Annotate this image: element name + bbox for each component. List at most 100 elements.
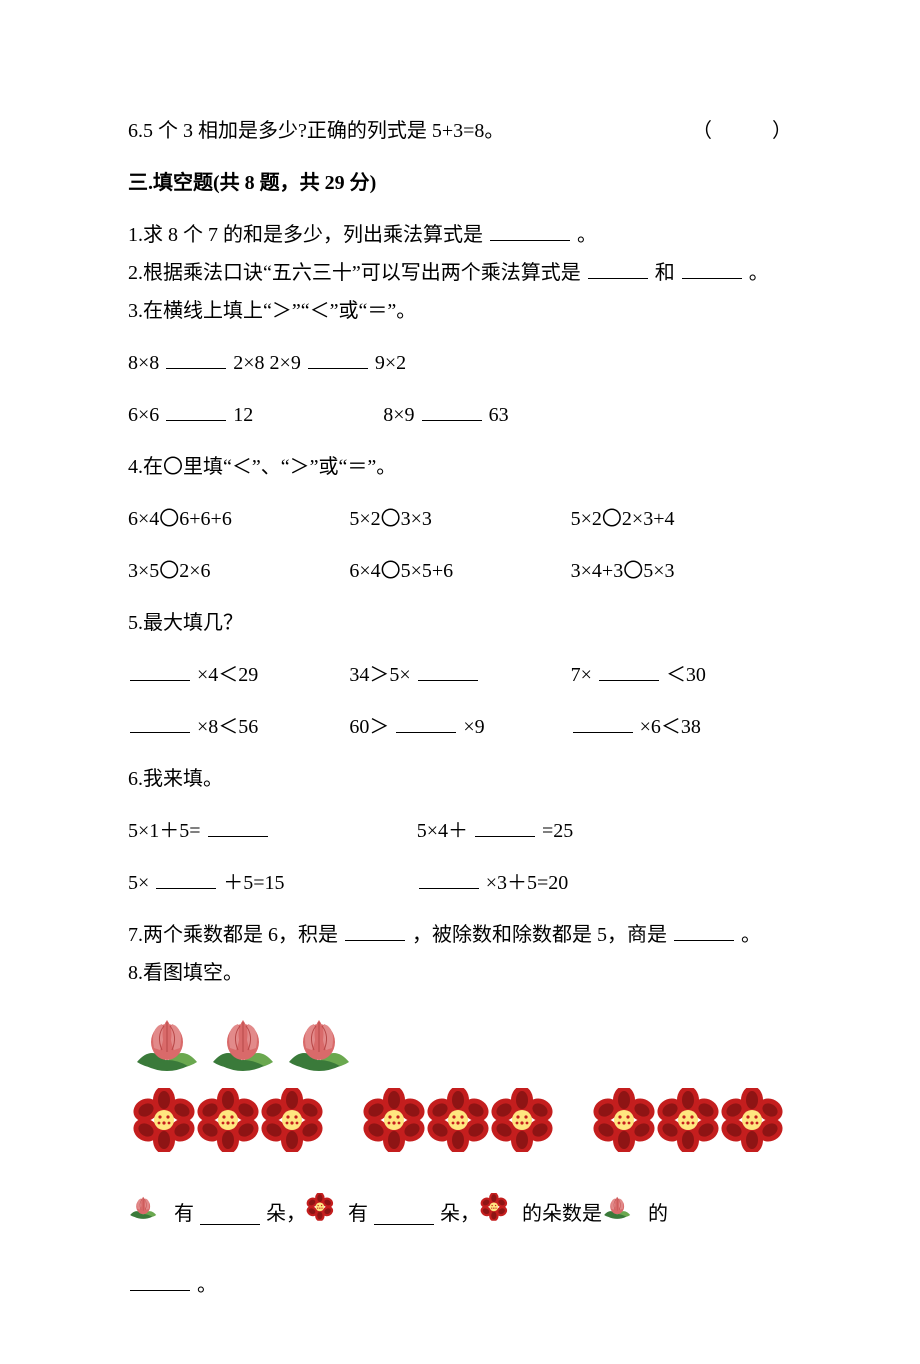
q6r1c1-text: 5×1＋5=	[128, 820, 201, 842]
q4r2c2: 6×4〇5×5+6	[349, 552, 570, 590]
redflower-icon	[592, 1088, 656, 1152]
q5r1c3-pre: 7×	[571, 664, 592, 686]
q7-b: ，被除数和除数都是 5，商是	[412, 924, 667, 946]
fill-q3: 3.在横线上填上“＞”“＜”或“＝”。	[128, 292, 792, 330]
fill-q1: 1.求 8 个 7 的和是多少，列出乘法算式是 。	[128, 216, 792, 254]
redflower-icon	[260, 1088, 324, 1152]
q8-blank3[interactable]	[130, 1270, 190, 1291]
q4r1c1: 6×4〇6+6+6	[128, 500, 349, 538]
q7-blank2[interactable]	[674, 920, 734, 941]
lotus-icon	[128, 1194, 174, 1234]
q6r2c1-post: ＋5=15	[223, 872, 284, 894]
q8-end: 。	[197, 1274, 217, 1296]
lotus-icon	[284, 1014, 354, 1074]
redflower-icon	[480, 1193, 522, 1235]
q6r1c2-blank[interactable]	[475, 816, 535, 837]
q5r1c1: ×4＜29	[128, 656, 349, 694]
q6r1c2-pre: 5×4＋	[417, 820, 468, 842]
q6r2c1: 5× ＋5=15	[128, 864, 417, 902]
q3r1-c: 9×2	[375, 352, 406, 374]
q3r2-a: 6×6	[128, 404, 159, 426]
redflower-groups	[132, 1088, 792, 1152]
fill-q4-row1: 6×4〇6+6+6 5×2〇3×3 5×2〇2×3+4	[128, 500, 792, 538]
q4r2c1: 3×5〇2×6	[128, 552, 349, 590]
q3r2-d: 63	[489, 404, 509, 426]
fill-q2-mid: 和	[655, 262, 675, 284]
q5r2c2: 60＞ ×9	[349, 708, 570, 746]
redflower-icon	[426, 1088, 490, 1152]
q5r2c3: ×6＜38	[571, 708, 792, 746]
q5r2c3-blank[interactable]	[573, 712, 633, 733]
q5r1c2-pre: 34＞5×	[349, 664, 410, 686]
q4r1c3: 5×2〇2×3+4	[571, 500, 792, 538]
q8-duo2: 朵，	[440, 1192, 480, 1236]
q8-blank1[interactable]	[200, 1204, 260, 1225]
q5r1c3-blank[interactable]	[599, 660, 659, 681]
redflower-icon	[362, 1088, 426, 1152]
q5r2c2-post: ×9	[463, 716, 484, 738]
fill-q1-blank[interactable]	[490, 220, 570, 241]
q3r2-c: 8×9	[383, 404, 414, 426]
lotus-icon	[602, 1194, 648, 1234]
q6r1c1-blank[interactable]	[208, 816, 268, 837]
judge-q6-text: 6.5 个 3 相加是多少?正确的列式是 5+3=8。	[128, 112, 504, 150]
fill-q5-row2: ×8＜56 60＞ ×9 ×6＜38	[128, 708, 792, 746]
q5r1c1-blank[interactable]	[130, 660, 190, 681]
q3r1-b: 2×8 2×9	[233, 352, 301, 374]
judge-q6-blank[interactable]	[712, 112, 772, 150]
lotus-icon	[132, 1014, 202, 1074]
q3r1-a: 8×8	[128, 352, 159, 374]
q8-de: 的	[648, 1192, 668, 1236]
q5r1c1-text: ×4＜29	[197, 664, 258, 686]
fill-q5: 5.最大填几？	[128, 604, 792, 642]
q6r2c1-pre: 5×	[128, 872, 149, 894]
q8-duo1: 朵，	[266, 1192, 306, 1236]
fill-q3-row1: 8×8 2×8 2×9 9×2	[128, 344, 792, 382]
fill-q6-row1: 5×1＋5= 5×4＋ =25	[128, 812, 792, 850]
q3r2-blank2[interactable]	[422, 400, 482, 421]
q5r2c2-blank[interactable]	[396, 712, 456, 733]
redflower-icon	[720, 1088, 784, 1152]
q6r2c1-blank[interactable]	[156, 868, 216, 889]
fill-q1-text-a: 1.求 8 个 7 的和是多少，列出乘法算式是	[128, 224, 483, 246]
q3r1-blank2[interactable]	[308, 348, 368, 369]
fill-q5-row1: ×4＜29 34＞5× 7× ＜30	[128, 656, 792, 694]
q3r1-blank1[interactable]	[166, 348, 226, 369]
fill-q8: 8.看图填空。	[128, 954, 792, 992]
judge-q6: 6.5 个 3 相加是多少?正确的列式是 5+3=8。 （ ）	[128, 112, 792, 150]
section-3-heading: 三.填空题(共 8 题，共 29 分)	[128, 164, 792, 202]
q4r2c3: 3×4+3〇5×3	[571, 552, 792, 590]
q6r2c2-blank[interactable]	[419, 868, 479, 889]
redflower-group	[362, 1088, 554, 1152]
q6r2c2: ×3＋5=20	[417, 864, 792, 902]
lotus-row	[132, 1014, 792, 1074]
worksheet-page: 6.5 个 3 相加是多少?正确的列式是 5+3=8。 （ ） 三.填空题(共 …	[0, 0, 920, 1364]
redflower-icon	[196, 1088, 260, 1152]
fill-q4: 4.在〇里填“＜”、“＞”或“＝”。	[128, 448, 792, 486]
redflower-icon	[306, 1193, 348, 1235]
q8-blank2[interactable]	[374, 1204, 434, 1225]
q5r1c3-post: ＜30	[666, 664, 706, 686]
q8-answer-line2: 。	[128, 1266, 792, 1304]
redflower-icon	[656, 1088, 720, 1152]
fill-q2: 2.根据乘法口诀“五六三十”可以写出两个乘法算式是 和 。	[128, 254, 792, 292]
q5r2c1-blank[interactable]	[130, 712, 190, 733]
q6r2c2-post: ×3＋5=20	[486, 872, 569, 894]
q4r1c2: 5×2〇3×3	[349, 500, 570, 538]
fill-q2-text-a: 2.根据乘法口诀“五六三十”可以写出两个乘法算式是	[128, 262, 581, 284]
q5r1c2-blank[interactable]	[418, 660, 478, 681]
fill-q4-row2: 3×5〇2×6 6×4〇5×5+6 3×4+3〇5×3	[128, 552, 792, 590]
q6r1c1: 5×1＋5=	[128, 812, 417, 850]
fill-q2-text-b: 。	[749, 262, 769, 284]
q7-blank1[interactable]	[345, 920, 405, 941]
fill-q2-blank-1[interactable]	[588, 258, 648, 279]
q8-images	[128, 1014, 792, 1152]
q3r2-b: 12	[233, 404, 253, 426]
fill-q2-blank-2[interactable]	[682, 258, 742, 279]
q8-mid: 的朵数是	[522, 1192, 602, 1236]
fill-q1-text-b: 。	[577, 224, 597, 246]
q3r2-blank1[interactable]	[166, 400, 226, 421]
q5r2c3-post: ×6＜38	[640, 716, 701, 738]
q5r1c3: 7× ＜30	[571, 656, 792, 694]
redflower-icon	[490, 1088, 554, 1152]
